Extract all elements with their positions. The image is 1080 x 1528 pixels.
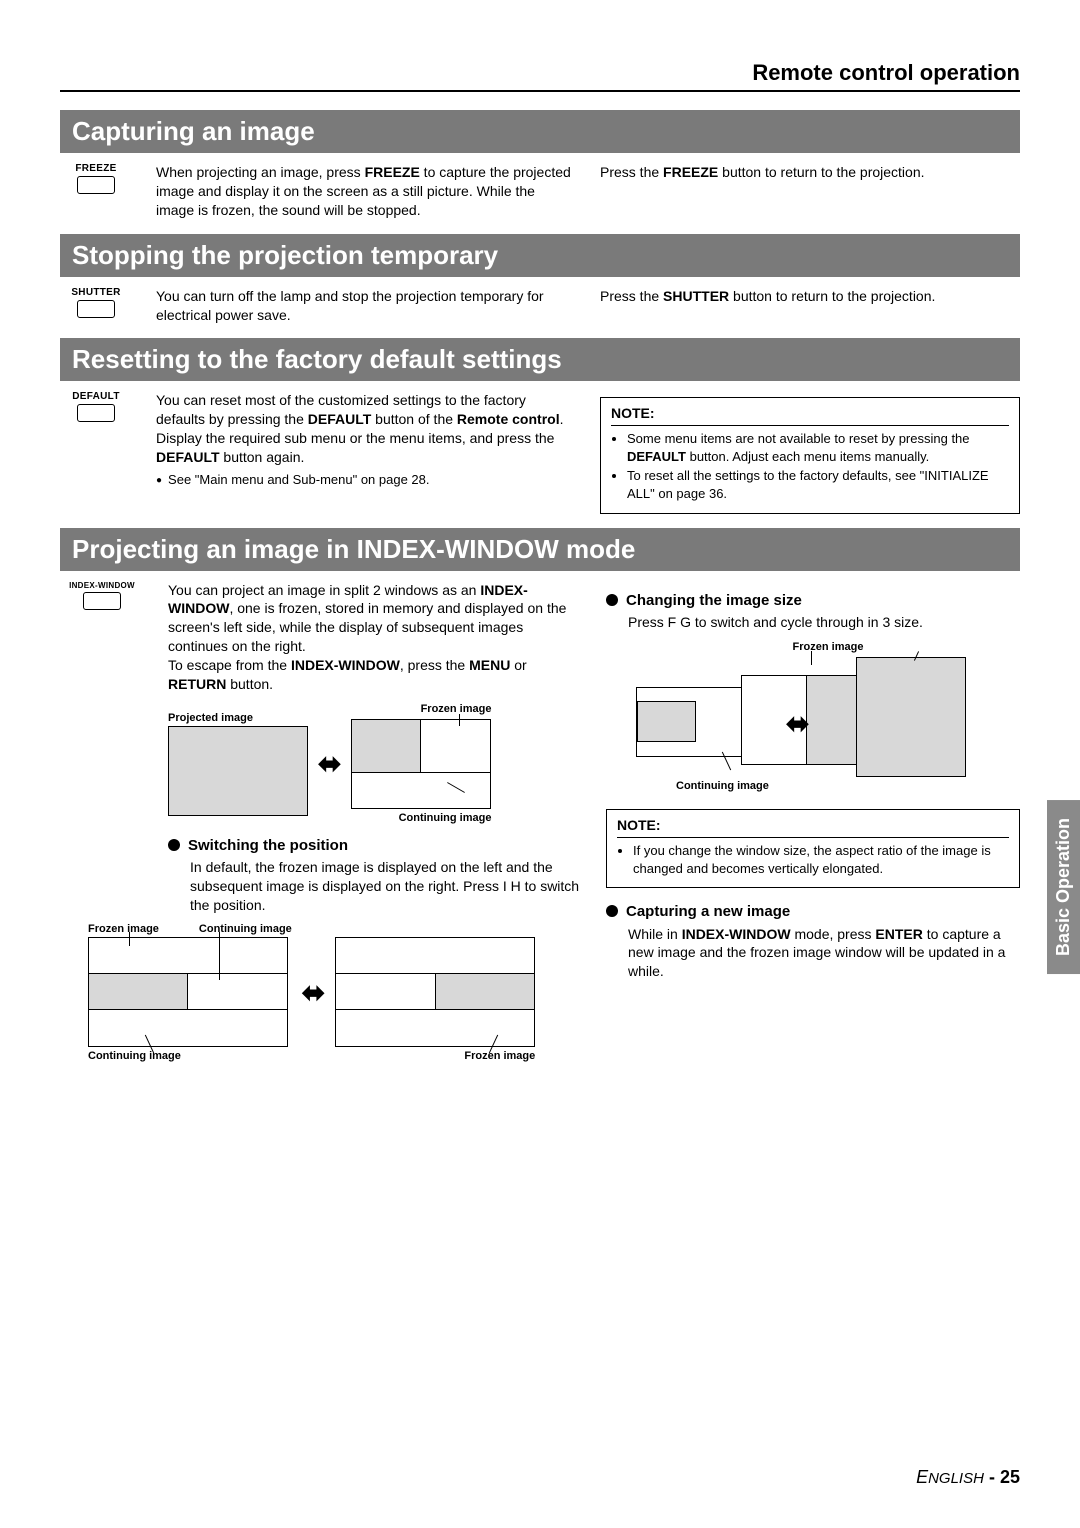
section-title-resetting: Resetting to the factory default setting… xyxy=(60,338,1020,381)
button-icon xyxy=(77,300,115,318)
button-default: DEFAULT xyxy=(60,391,132,513)
left-column: You can project an image in split 2 wind… xyxy=(168,581,582,1069)
text-left: You can reset most of the customized set… xyxy=(156,391,576,513)
label-frozen: Frozen image xyxy=(88,922,159,937)
note-item: To reset all the settings to the factory… xyxy=(627,467,1009,502)
button-freeze: FREEZE xyxy=(60,163,132,220)
section-title-capturing: Capturing an image xyxy=(60,110,1020,153)
figure-image-size: Frozen image ⬌ Continuing image xyxy=(636,640,1020,794)
label-continuing: Continuing image xyxy=(351,811,491,826)
text-left: When projecting an image, press FREEZE t… xyxy=(156,163,576,220)
footer-lang: ENGLISH xyxy=(916,1467,984,1487)
intro-text: You can project an image in split 2 wind… xyxy=(168,581,582,694)
section-resetting: DEFAULT You can reset most of the custom… xyxy=(60,391,1020,513)
section-stopping: SHUTTER You can turn off the lamp and st… xyxy=(60,287,1020,325)
subhead-capture: Capturing a new image xyxy=(606,902,1020,922)
side-tab: Basic Operation xyxy=(1047,800,1080,974)
note-box-size: NOTE: If you change the window size, the… xyxy=(606,809,1020,888)
right-column: Changing the image size Press F G to swi… xyxy=(606,581,1020,982)
text-right: Press the SHUTTER button to return to th… xyxy=(600,287,1020,325)
label-frozen: Frozen image xyxy=(636,640,1020,655)
label-continuing: Continuing image xyxy=(199,922,292,937)
note-item: Some menu items are not available to res… xyxy=(627,430,1009,465)
note-col: NOTE: Some menu items are not available … xyxy=(600,391,1020,513)
label-continuing: Continuing image xyxy=(676,779,1020,794)
note-item: If you change the window size, the aspec… xyxy=(633,842,1009,877)
button-icon xyxy=(83,592,121,610)
section-capturing: FREEZE When projecting an image, press F… xyxy=(60,163,1020,220)
section-title-stopping: Stopping the projection temporary xyxy=(60,234,1020,277)
label-frozen: Frozen image xyxy=(351,702,491,717)
button-icon xyxy=(77,176,115,194)
text-right: Press the FREEZE button to return to the… xyxy=(600,163,1020,220)
see-ref: See "Main menu and Sub-menu" on page 28. xyxy=(156,471,576,489)
label-continuing: Continuing image xyxy=(88,1049,292,1064)
button-label: SHUTTER xyxy=(60,287,132,298)
label-frozen: Frozen image xyxy=(335,1049,535,1064)
button-label: INDEX-WINDOW xyxy=(60,581,144,590)
size-text: Press F G to switch and cycle through in… xyxy=(606,613,1020,632)
section-title-index-window: Projecting an image in INDEX-WINDOW mode xyxy=(60,528,1020,571)
button-label: FREEZE xyxy=(60,163,132,174)
label-projected: Projected image xyxy=(168,711,308,726)
button-index-window: INDEX-WINDOW xyxy=(60,581,144,610)
subhead-size: Changing the image size xyxy=(606,591,1020,611)
switching-text: In default, the frozen image is displaye… xyxy=(168,858,582,915)
note-title: NOTE: xyxy=(617,816,1009,838)
page-number: - 25 xyxy=(989,1467,1020,1487)
text-left: You can turn off the lamp and stop the p… xyxy=(156,287,576,325)
button-shutter: SHUTTER xyxy=(60,287,132,325)
section-index-window: INDEX-WINDOW You can project an image in… xyxy=(60,581,1020,1069)
arrow-icon: ⬌ xyxy=(302,974,325,1012)
arrow-icon: ⬌ xyxy=(786,705,809,743)
button-icon xyxy=(77,404,115,422)
subhead-switching: Switching the position xyxy=(168,836,582,856)
button-label: DEFAULT xyxy=(60,391,132,402)
figure-projected-frozen: Projected image ⬌ Frozen image Continuin… xyxy=(168,702,582,826)
note-title: NOTE: xyxy=(611,404,1009,426)
note-box: NOTE: Some menu items are not available … xyxy=(600,397,1020,513)
arrow-icon: ⬌ xyxy=(318,745,341,783)
figure-switch-position: Frozen image Continuing image xyxy=(88,922,582,1064)
page-header: Remote control operation xyxy=(60,60,1020,92)
capture-text: While in INDEX-WINDOW mode, press ENTER … xyxy=(606,925,1020,982)
page-footer: ENGLISH - 25 xyxy=(916,1467,1020,1488)
